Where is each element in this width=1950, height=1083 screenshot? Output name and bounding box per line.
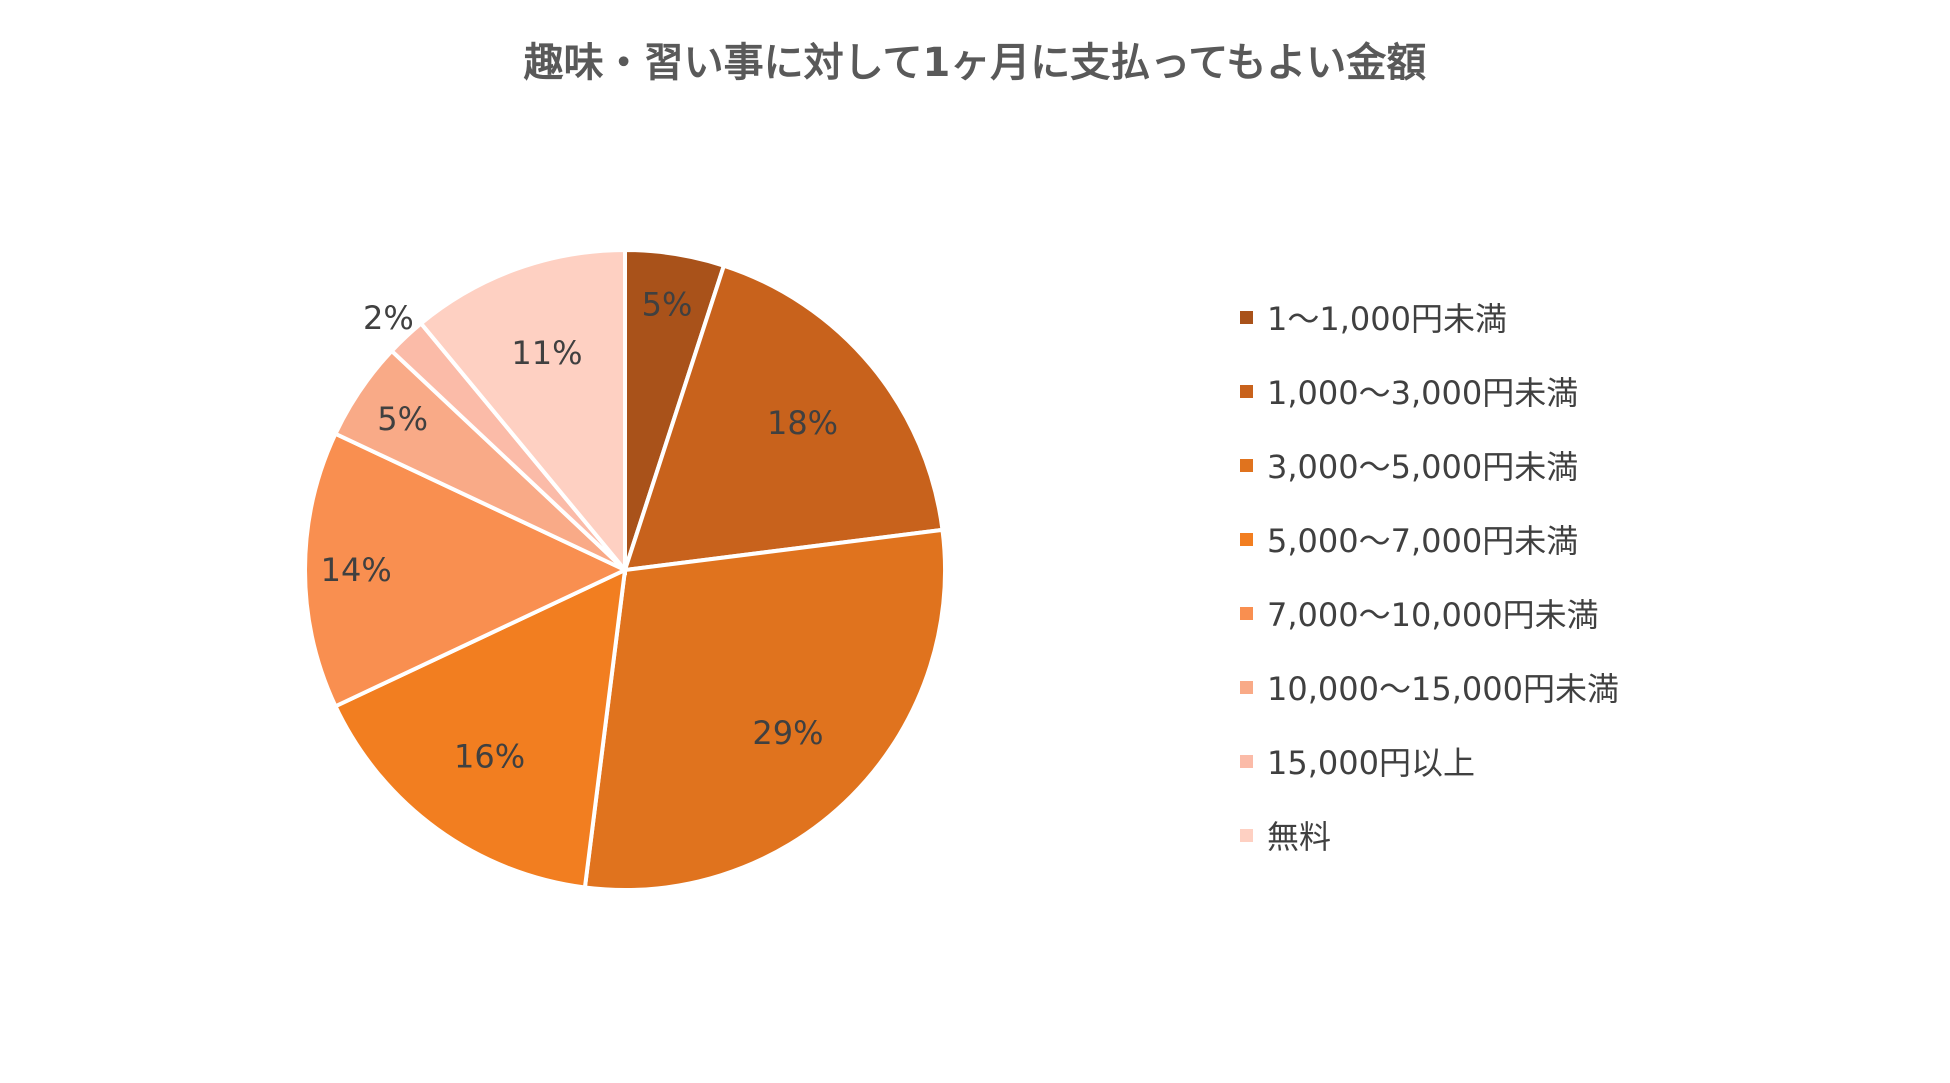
legend-item: 15,000円以上 (1240, 724, 1619, 798)
slice-label: 18% (767, 404, 838, 442)
legend-swatch (1240, 384, 1253, 398)
legend-label: 1,000〜3,000円未満 (1267, 374, 1579, 412)
legend-item: 3,000〜5,000円未満 (1240, 428, 1619, 502)
legend-item: 5,000〜7,000円未満 (1240, 502, 1619, 576)
slice-label: 2% (363, 299, 414, 337)
legend-swatch (1240, 458, 1253, 472)
legend-label: 5,000〜7,000円未満 (1267, 522, 1579, 560)
legend-swatch (1240, 532, 1253, 546)
pie-slice (332, 566, 628, 890)
legend-item: 無料 (1240, 798, 1619, 872)
chart-title: 趣味・習い事に対して1ヶ月に支払ってもよい金額 (523, 40, 1427, 86)
slice-label: 5% (377, 400, 428, 438)
slice-label: 5% (642, 286, 693, 324)
legend-label: 15,000円以上 (1267, 744, 1475, 782)
pie-slice (622, 263, 945, 573)
chart-legend: 1〜1,000円未満 1,000〜3,000円未満 3,000〜5,000円未満… (1240, 280, 1619, 872)
pie-slice (303, 431, 630, 709)
legend-label: 7,000〜10,000円未満 (1267, 596, 1599, 634)
pie-slice (582, 527, 947, 892)
legend-label: 1〜1,000円未満 (1267, 300, 1507, 338)
legend-item: 1〜1,000円未満 (1240, 280, 1619, 354)
legend-swatch (1240, 680, 1253, 694)
legend-item: 10,000〜15,000円未満 (1240, 650, 1619, 724)
legend-swatch (1240, 754, 1253, 768)
slice-label: 14% (321, 551, 392, 589)
legend-item: 7,000〜10,000円未満 (1240, 576, 1619, 650)
legend-swatch (1240, 606, 1253, 620)
legend-swatch (1240, 310, 1253, 324)
slice-label: 11% (511, 334, 582, 372)
legend-label: 10,000〜15,000円未満 (1267, 670, 1619, 708)
legend-swatch (1240, 828, 1253, 842)
legend-item: 1,000〜3,000円未満 (1240, 354, 1619, 428)
legend-label: 無料 (1267, 818, 1332, 856)
slice-label: 16% (454, 737, 525, 775)
slice-label: 29% (752, 714, 823, 752)
pie-slice (418, 247, 627, 576)
legend-label: 3,000〜5,000円未満 (1267, 448, 1579, 486)
